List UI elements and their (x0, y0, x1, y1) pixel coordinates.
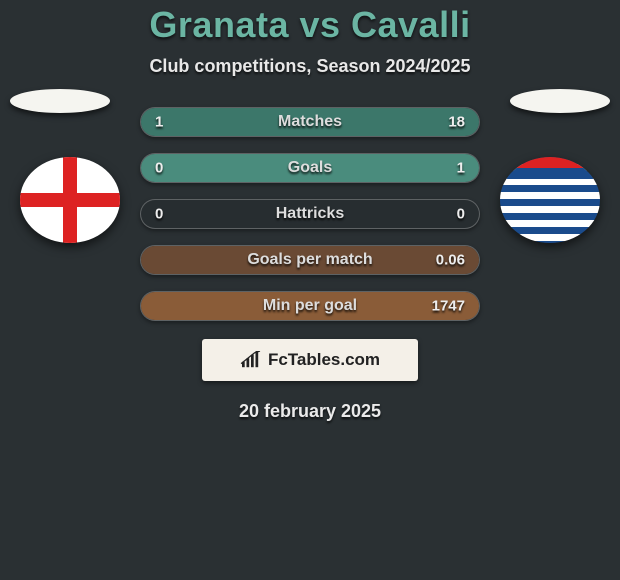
stat-row: Min per goal 1747 (140, 291, 480, 321)
stat-row: 1 Matches 18 (140, 107, 480, 137)
stat-value-left: 1 (155, 114, 163, 131)
stat-value-right: 1 (457, 160, 465, 177)
page-subtitle: Club competitions, Season 2024/2025 (0, 56, 620, 77)
stat-row: 0 Goals 1 (140, 153, 480, 183)
stat-rows: 1 Matches 18 0 Goals 1 0 Hattricks 0 Goals per ma… (0, 107, 620, 321)
stat-value-left: 0 (155, 160, 163, 177)
header: Granata vs Cavalli Club competitions, Se… (0, 0, 620, 77)
brand-box[interactable]: FcTables.com (202, 339, 418, 381)
stat-row: Goals per match 0.06 (140, 245, 480, 275)
stat-label: Goals per match (247, 251, 372, 269)
bar-chart-icon (240, 351, 262, 369)
stat-value-right: 1747 (432, 298, 465, 315)
comparison-content: 1 Matches 18 0 Goals 1 0 Hattricks 0 Goals per ma… (0, 107, 620, 422)
brand-text: FcTables.com (268, 350, 380, 370)
date-line: 20 february 2025 (0, 401, 620, 422)
stat-value-right: 0 (457, 206, 465, 223)
stat-label: Hattricks (276, 205, 344, 223)
stat-value-right: 0.06 (436, 252, 465, 269)
stat-label: Matches (278, 113, 342, 131)
stat-value-left: 0 (155, 206, 163, 223)
stat-label: Goals (288, 159, 332, 177)
stat-value-right: 18 (448, 114, 465, 131)
page-title: Granata vs Cavalli (0, 4, 620, 46)
stat-row: 0 Hattricks 0 (140, 199, 480, 229)
stat-label: Min per goal (263, 297, 357, 315)
